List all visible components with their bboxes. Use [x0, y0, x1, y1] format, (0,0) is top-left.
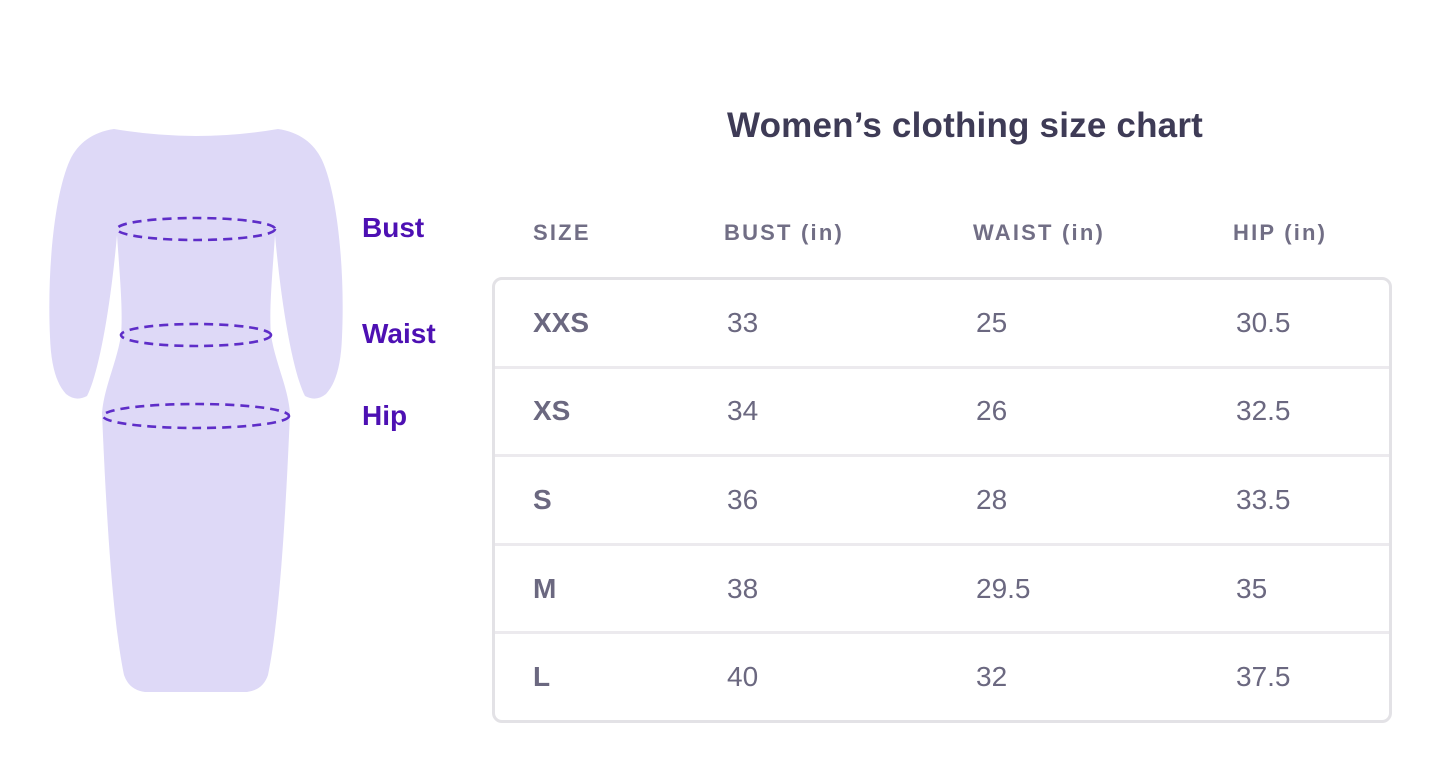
waist-cell: 28 — [976, 483, 1008, 515]
bust-measure-ellipse — [115, 216, 277, 242]
dress-illustration — [49, 129, 343, 692]
table-row: S 36 28 33.5 — [495, 454, 1389, 543]
size-cell: M — [533, 572, 557, 604]
column-header-bust: BUST (in) — [724, 220, 845, 245]
column-header-hip: HIP (in) — [1233, 220, 1328, 245]
size-table: XXS 33 25 30.5 XS 34 26 32.5 S 36 28 33.… — [492, 277, 1392, 723]
waist-measure-ellipse — [119, 322, 273, 348]
bust-cell: 40 — [727, 661, 759, 693]
hip-cell: 30.5 — [1236, 306, 1291, 338]
hip-cell: 37.5 — [1236, 661, 1291, 693]
bust-cell: 34 — [727, 395, 759, 427]
table-row: XS 34 26 32.5 — [495, 365, 1389, 455]
size-cell: S — [533, 483, 552, 515]
size-cell: L — [533, 661, 551, 693]
hip-cell: 33.5 — [1236, 483, 1291, 515]
waist-cell: 25 — [976, 306, 1008, 338]
table-row: L 40 32 37.5 — [495, 631, 1389, 720]
page-title: Women’s clothing size chart — [726, 106, 1204, 145]
size-cell: XXS — [533, 306, 590, 338]
bust-cell: 38 — [727, 572, 759, 604]
bust-label: Bust — [362, 212, 425, 243]
waist-cell: 32 — [976, 661, 1008, 693]
hip-cell: 32.5 — [1236, 395, 1291, 427]
dress-silhouette — [49, 129, 343, 692]
bust-cell: 33 — [727, 306, 759, 338]
column-header-waist: WAIST (in) — [973, 220, 1105, 245]
waist-label: Waist — [362, 318, 436, 349]
size-cell: XS — [533, 395, 571, 427]
bust-cell: 36 — [727, 483, 759, 515]
table-row: M 38 29.5 35 — [495, 542, 1389, 632]
hip-label: Hip — [362, 400, 408, 431]
column-header-size: SIZE — [533, 220, 591, 245]
hip-cell: 35 — [1236, 572, 1268, 604]
table-row: XXS 33 25 30.5 — [495, 280, 1389, 366]
hip-measure-ellipse — [101, 402, 291, 430]
waist-cell: 26 — [976, 395, 1008, 427]
waist-cell: 29.5 — [976, 572, 1031, 604]
table-header-row: SIZE BUST (in) WAIST (in) HIP (in) — [492, 210, 1392, 256]
